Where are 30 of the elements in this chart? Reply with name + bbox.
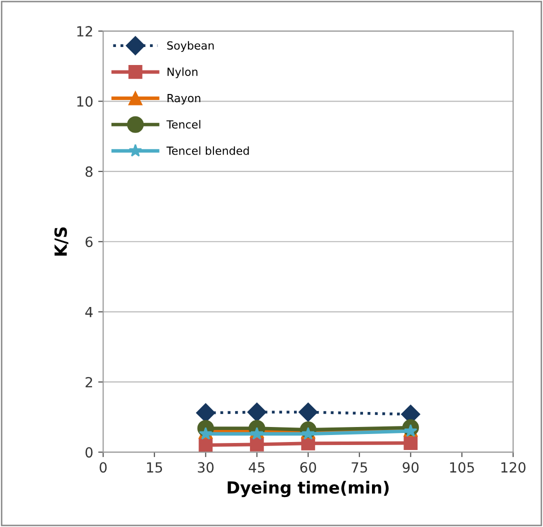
x-tick-label: 45	[248, 462, 265, 473]
x-tick-label: 90	[402, 462, 419, 473]
y-tick-label: 10	[77, 96, 93, 107]
x-tick-label: 30	[198, 462, 214, 473]
y-tick-label: 4	[85, 306, 93, 318]
legend-label: Tencel blended	[166, 146, 249, 155]
legend-label: Soybean	[167, 41, 214, 52]
legend-label: Nylon	[168, 67, 198, 78]
point	[404, 436, 418, 450]
y-tick-label: 12	[77, 26, 92, 36]
point	[298, 402, 318, 422]
x-axis-title: Dyeing time(min)	[228, 480, 389, 498]
point	[198, 438, 213, 452]
point	[196, 403, 216, 422]
x-tick-label: 15	[147, 462, 162, 473]
point	[250, 426, 264, 440]
x-tick-label: 60	[300, 462, 316, 473]
y-axis-title: K/S	[54, 227, 68, 256]
y-tick-label: 0	[86, 447, 93, 458]
x-tick-label: 120	[501, 462, 526, 473]
y-tick-label: 8	[86, 166, 92, 177]
x-tick-label: 0	[100, 462, 107, 473]
y-tick-label: 6	[86, 236, 93, 248]
y-tick-label: 2	[86, 376, 92, 388]
point	[247, 402, 266, 422]
legend-label: Tencel	[166, 120, 200, 129]
x-tick-label: 105	[450, 462, 474, 473]
x-tick-label: 75	[352, 462, 368, 473]
point	[250, 438, 264, 452]
legend-label: Rayon	[168, 94, 200, 104]
